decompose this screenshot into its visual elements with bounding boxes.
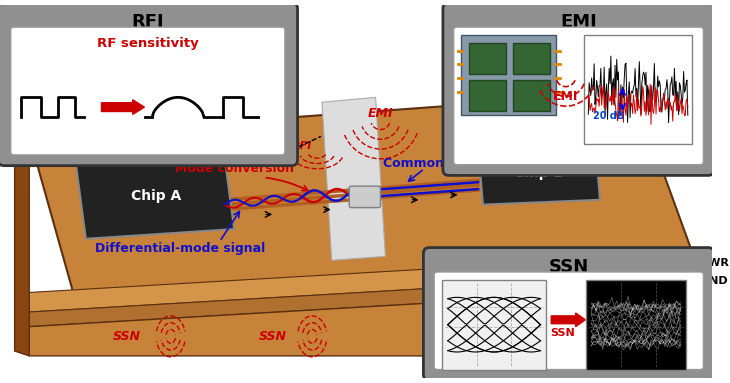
Polygon shape — [76, 156, 234, 239]
FancyBboxPatch shape — [513, 43, 550, 74]
Text: Chip B: Chip B — [515, 167, 564, 180]
Text: EMI: EMI — [368, 108, 393, 120]
Text: RFI: RFI — [131, 13, 164, 31]
Text: EMI: EMI — [553, 90, 579, 103]
FancyBboxPatch shape — [0, 3, 298, 165]
FancyBboxPatch shape — [469, 43, 507, 74]
FancyBboxPatch shape — [11, 27, 285, 155]
Text: Differential-mode signal: Differential-mode signal — [96, 242, 266, 255]
FancyBboxPatch shape — [453, 27, 704, 165]
Polygon shape — [29, 288, 693, 356]
Text: Common-mode signal: Common-mode signal — [383, 157, 534, 170]
Text: GND: GND — [701, 276, 728, 286]
Polygon shape — [322, 97, 385, 260]
Polygon shape — [478, 141, 600, 205]
FancyBboxPatch shape — [586, 280, 686, 370]
FancyBboxPatch shape — [434, 272, 704, 370]
FancyBboxPatch shape — [461, 35, 556, 115]
Text: Chip A: Chip A — [131, 189, 181, 203]
Text: SSN: SSN — [113, 330, 141, 343]
FancyBboxPatch shape — [349, 186, 380, 208]
Polygon shape — [15, 136, 29, 356]
FancyBboxPatch shape — [443, 3, 714, 175]
FancyArrow shape — [101, 100, 145, 115]
Text: PWR: PWR — [701, 258, 729, 268]
FancyBboxPatch shape — [469, 80, 507, 111]
Text: SSN: SSN — [259, 330, 287, 343]
Text: 20 dB: 20 dB — [593, 111, 624, 121]
FancyBboxPatch shape — [513, 80, 550, 111]
Text: RF sensitivity: RF sensitivity — [97, 37, 199, 50]
FancyBboxPatch shape — [423, 247, 714, 380]
FancyBboxPatch shape — [442, 280, 546, 370]
Polygon shape — [29, 92, 693, 293]
Text: RFI: RFI — [292, 141, 312, 151]
FancyBboxPatch shape — [585, 35, 692, 144]
Polygon shape — [29, 273, 693, 327]
Text: SSN: SSN — [549, 258, 589, 276]
Text: Mode conversion: Mode conversion — [174, 162, 293, 175]
Text: EMI: EMI — [560, 13, 597, 31]
Text: SSN: SSN — [550, 329, 575, 339]
FancyArrow shape — [551, 313, 585, 327]
Polygon shape — [29, 254, 693, 312]
